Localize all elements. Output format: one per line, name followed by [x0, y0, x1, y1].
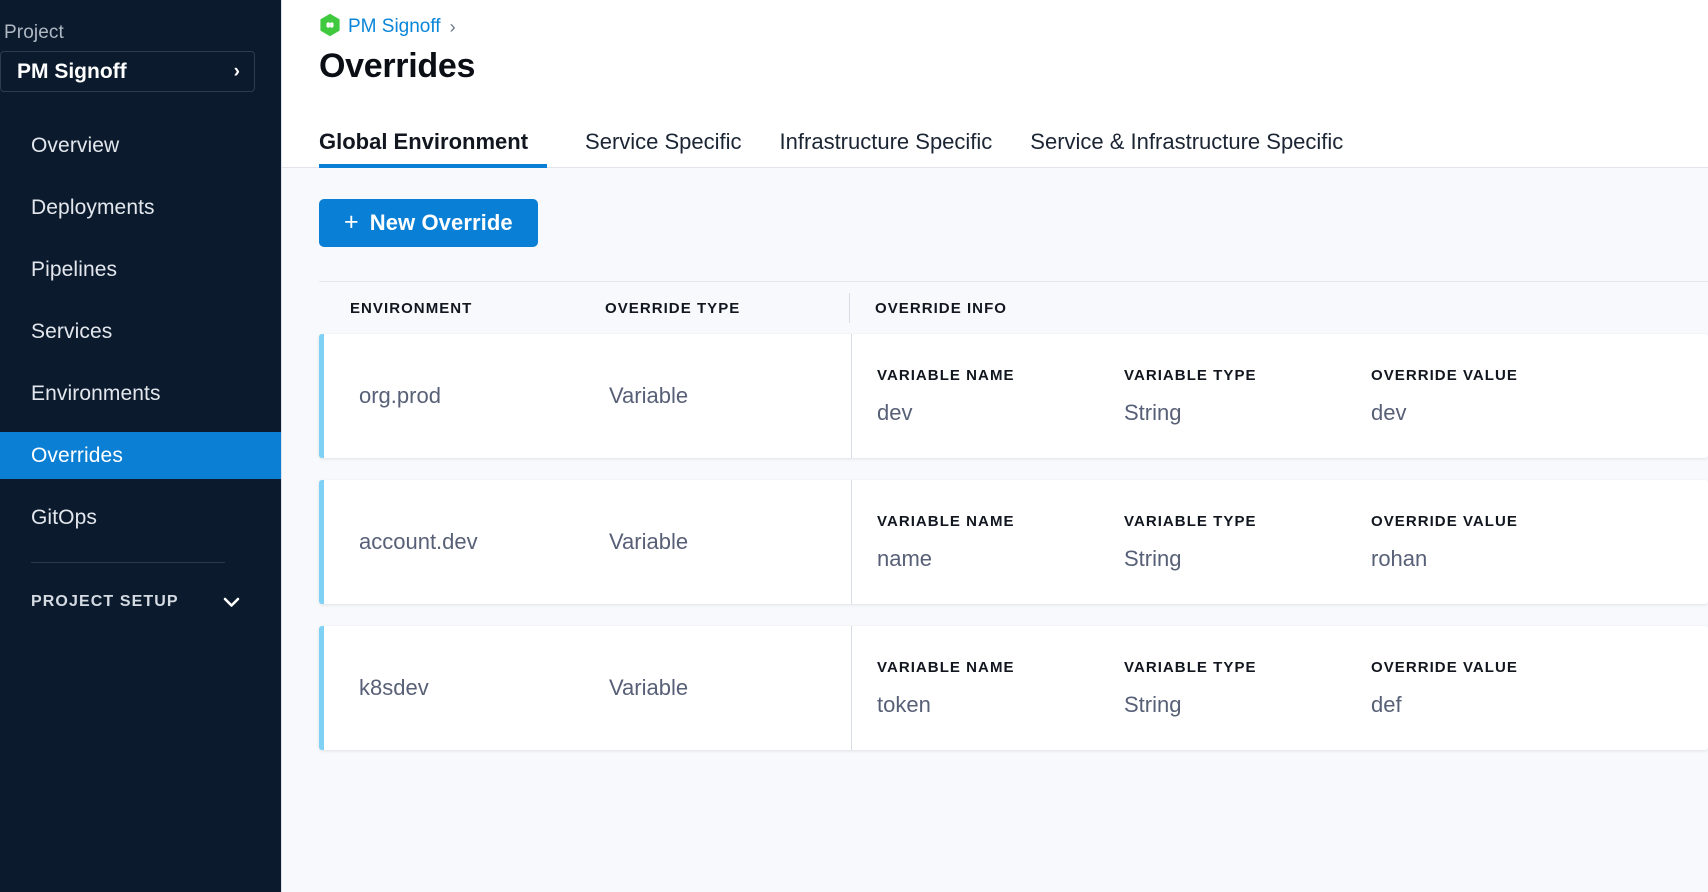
sidebar-item-overrides[interactable]: Overrides	[0, 432, 281, 479]
info-variable-type: VARIABLE TYPE String	[1124, 659, 1371, 718]
info-variable-name: VARIABLE NAME token	[877, 659, 1124, 718]
breadcrumb-separator: ›	[449, 16, 456, 37]
new-override-label: New Override	[369, 210, 513, 235]
cell-override-type: Variable	[609, 529, 689, 554]
overrides-panel: + New Override ENVIRONMENT OVERRIDE TYPE…	[282, 168, 1708, 892]
info-label-variable-type: VARIABLE TYPE	[1124, 658, 1257, 676]
table-top-divider	[319, 281, 1708, 282]
info-value-variable-name: token	[877, 691, 931, 717]
sidebar-item-label: Services	[31, 319, 113, 343]
sidebar-divider	[31, 562, 225, 563]
plus-icon: +	[344, 207, 359, 236]
info-variable-name: VARIABLE NAME dev	[877, 367, 1124, 426]
info-label-variable-name: VARIABLE NAME	[877, 366, 1015, 384]
sidebar-item-label: Environments	[31, 381, 161, 405]
project-selector-name: PM Signoff	[17, 59, 127, 83]
info-variable-type: VARIABLE TYPE String	[1124, 367, 1371, 426]
info-value-override-value: rohan	[1371, 545, 1428, 571]
column-header-environment: ENVIRONMENT	[350, 299, 473, 317]
info-label-variable-type: VARIABLE TYPE	[1124, 512, 1257, 530]
page-title: Overrides	[319, 47, 476, 85]
info-label-variable-name: VARIABLE NAME	[877, 658, 1015, 676]
sidebar-item-pipelines[interactable]: Pipelines	[0, 246, 281, 293]
sidebar-nav: Overview Deployments Pipelines Services …	[0, 122, 281, 541]
tab-infrastructure-specific[interactable]: Infrastructure Specific	[761, 129, 1012, 167]
info-value-variable-type: String	[1124, 545, 1182, 571]
cell-override-info: VARIABLE NAME dev VARIABLE TYPE String O…	[851, 334, 1708, 458]
tab-bar: Global Environment Service Specific Infr…	[282, 110, 1708, 168]
column-header-override-info: OVERRIDE INFO	[849, 293, 1007, 323]
info-label-override-value: OVERRIDE VALUE	[1371, 658, 1518, 676]
info-variable-name: VARIABLE NAME name	[877, 513, 1124, 572]
info-label-variable-name: VARIABLE NAME	[877, 512, 1015, 530]
project-section-label: Project	[4, 22, 64, 43]
sidebar-item-label: GitOps	[31, 505, 97, 529]
sidebar-item-label: Overview	[31, 133, 120, 157]
harness-cd-hexagon-icon	[319, 13, 341, 42]
sidebar: Project PM Signoff › Overview Deployment…	[0, 0, 282, 892]
cell-override-info: VARIABLE NAME name VARIABLE TYPE String …	[851, 480, 1708, 604]
cell-environment: k8sdev	[359, 675, 429, 700]
cell-override-type: Variable	[609, 383, 689, 408]
column-header-override-type: OVERRIDE TYPE	[605, 299, 741, 317]
cell-override-type: Variable	[609, 675, 689, 700]
tab-label: Service Specific	[585, 129, 742, 154]
info-variable-type: VARIABLE TYPE String	[1124, 513, 1371, 572]
sidebar-item-services[interactable]: Services	[0, 308, 281, 355]
page-header: PM Signoff › Overrides	[282, 0, 1708, 86]
sidebar-item-environments[interactable]: Environments	[0, 370, 281, 417]
info-override-value: OVERRIDE VALUE def	[1371, 659, 1618, 718]
tab-label: Global Environment	[319, 129, 529, 154]
sidebar-item-label: Deployments	[31, 195, 155, 219]
tab-global-environment[interactable]: Global Environment	[319, 129, 548, 168]
table-row[interactable]: org.prod Variable VARIABLE NAME dev VARI…	[319, 334, 1708, 458]
cell-override-info: VARIABLE NAME token VARIABLE TYPE String…	[851, 626, 1708, 750]
sidebar-item-gitops[interactable]: GitOps	[0, 494, 281, 541]
cell-environment: account.dev	[359, 529, 478, 554]
main-content: PM Signoff › Overrides Global Environmen…	[282, 0, 1708, 892]
info-value-variable-type: String	[1124, 691, 1182, 717]
table-header-row: ENVIRONMENT OVERRIDE TYPE OVERRIDE INFO	[319, 282, 1708, 334]
new-override-button[interactable]: + New Override	[319, 199, 538, 247]
overrides-table-body: org.prod Variable VARIABLE NAME dev VARI…	[319, 334, 1708, 750]
project-setup-label: PROJECT SETUP	[31, 593, 179, 610]
breadcrumb: PM Signoff ›	[319, 13, 1708, 42]
info-override-value: OVERRIDE VALUE dev	[1371, 367, 1618, 426]
table-row[interactable]: account.dev Variable VARIABLE NAME name …	[319, 480, 1708, 604]
info-value-override-value: def	[1371, 691, 1402, 717]
info-override-value: OVERRIDE VALUE rohan	[1371, 513, 1618, 572]
tab-label: Infrastructure Specific	[779, 129, 993, 154]
cell-environment: org.prod	[359, 383, 441, 408]
sidebar-item-label: Overrides	[31, 443, 123, 467]
tab-label: Service & Infrastructure Specific	[1030, 129, 1344, 154]
chevron-right-icon: ›	[233, 61, 240, 82]
info-value-variable-name: dev	[877, 399, 913, 425]
chevron-down-icon	[223, 594, 240, 611]
project-selector[interactable]: PM Signoff ›	[0, 51, 255, 92]
info-value-variable-name: name	[877, 545, 933, 571]
info-label-variable-type: VARIABLE TYPE	[1124, 366, 1257, 384]
sidebar-item-overview[interactable]: Overview	[0, 122, 281, 169]
info-value-override-value: dev	[1371, 399, 1407, 425]
project-setup-toggle[interactable]: PROJECT SETUP	[0, 593, 281, 611]
info-label-override-value: OVERRIDE VALUE	[1371, 366, 1518, 384]
tab-service-specific[interactable]: Service Specific	[566, 129, 761, 167]
sidebar-item-deployments[interactable]: Deployments	[0, 184, 281, 231]
sidebar-item-label: Pipelines	[31, 257, 118, 281]
breadcrumb-link-project[interactable]: PM Signoff	[348, 16, 441, 37]
info-label-override-value: OVERRIDE VALUE	[1371, 512, 1518, 530]
tab-service-and-infrastructure-specific[interactable]: Service & Infrastructure Specific	[1011, 129, 1362, 167]
table-row[interactable]: k8sdev Variable VARIABLE NAME token VARI…	[319, 626, 1708, 750]
info-value-variable-type: String	[1124, 399, 1182, 425]
